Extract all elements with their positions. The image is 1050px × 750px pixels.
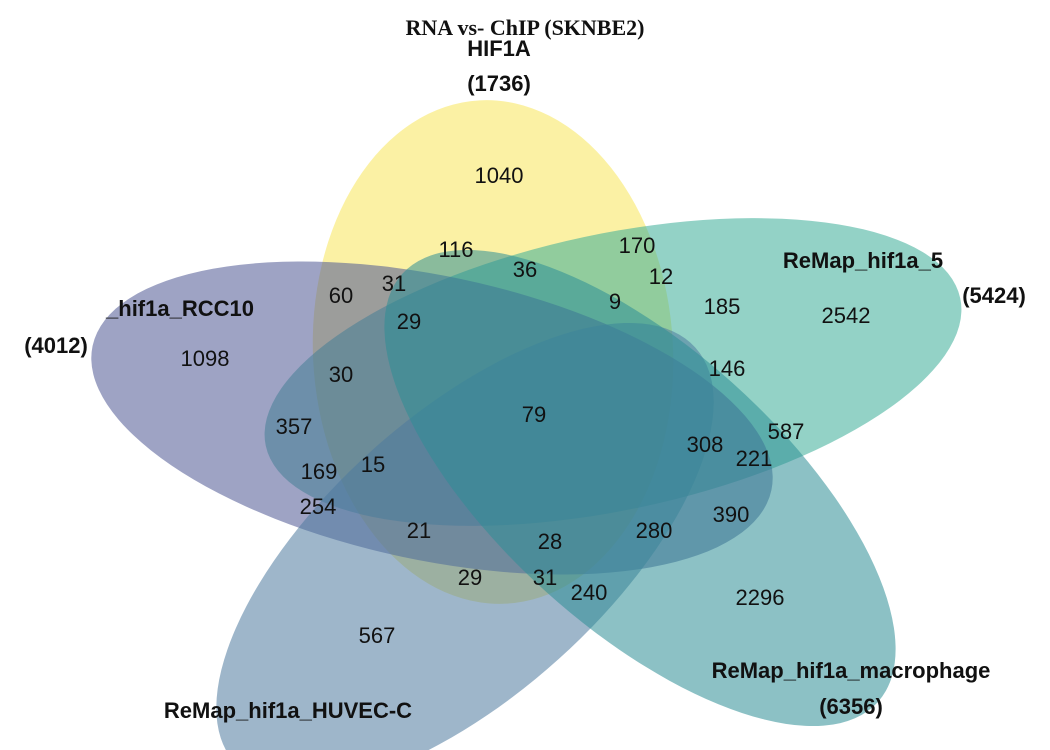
region-count: 31 xyxy=(533,565,557,590)
set-count: (5424) xyxy=(962,283,1026,308)
region-count: 254 xyxy=(300,494,337,519)
region-count: 169 xyxy=(301,459,338,484)
chart-title: RNA vs- ChIP (SKNBE2) xyxy=(406,15,645,40)
set-name: _hif1a_RCC10 xyxy=(105,296,254,321)
region-count: 29 xyxy=(458,565,482,590)
region-count: 30 xyxy=(329,362,353,387)
set-count: (6356) xyxy=(819,694,883,719)
region-count: 280 xyxy=(636,518,673,543)
region-count: 29 xyxy=(397,309,421,334)
region-count: 240 xyxy=(571,580,608,605)
set-name: ReMap_hif1a_HUVEC-C xyxy=(164,698,412,723)
region-count: 60 xyxy=(329,283,353,308)
region-count: 12 xyxy=(649,264,673,289)
region-count: 2542 xyxy=(822,303,871,328)
region-count: 36 xyxy=(513,257,537,282)
set-name: ReMap_hif1a_5 xyxy=(783,248,943,273)
region-count: 587 xyxy=(768,419,805,444)
set-count: (4012) xyxy=(24,333,88,358)
set-count: (1736) xyxy=(467,71,531,96)
region-count: 31 xyxy=(382,271,406,296)
region-count: 15 xyxy=(361,452,385,477)
region-count: 308 xyxy=(687,432,724,457)
region-count: 357 xyxy=(276,414,313,439)
region-count: 146 xyxy=(709,356,746,381)
region-count: 170 xyxy=(619,233,656,258)
region-count: 79 xyxy=(522,402,546,427)
set-ellipse xyxy=(384,249,896,727)
region-count: 221 xyxy=(736,446,773,471)
region-count: 1040 xyxy=(475,163,524,188)
region-count: 21 xyxy=(407,518,431,543)
region-count: 28 xyxy=(538,529,562,554)
set-name: HIF1A xyxy=(467,36,531,61)
region-count: 116 xyxy=(438,237,473,262)
region-count: 390 xyxy=(713,502,750,527)
region-count: 1098 xyxy=(181,346,230,371)
region-count: 567 xyxy=(359,623,396,648)
region-count: 9 xyxy=(609,289,621,314)
set-name: ReMap_hif1a_macrophage xyxy=(712,658,991,683)
region-count: 2296 xyxy=(736,585,785,610)
region-count: 185 xyxy=(704,294,741,319)
